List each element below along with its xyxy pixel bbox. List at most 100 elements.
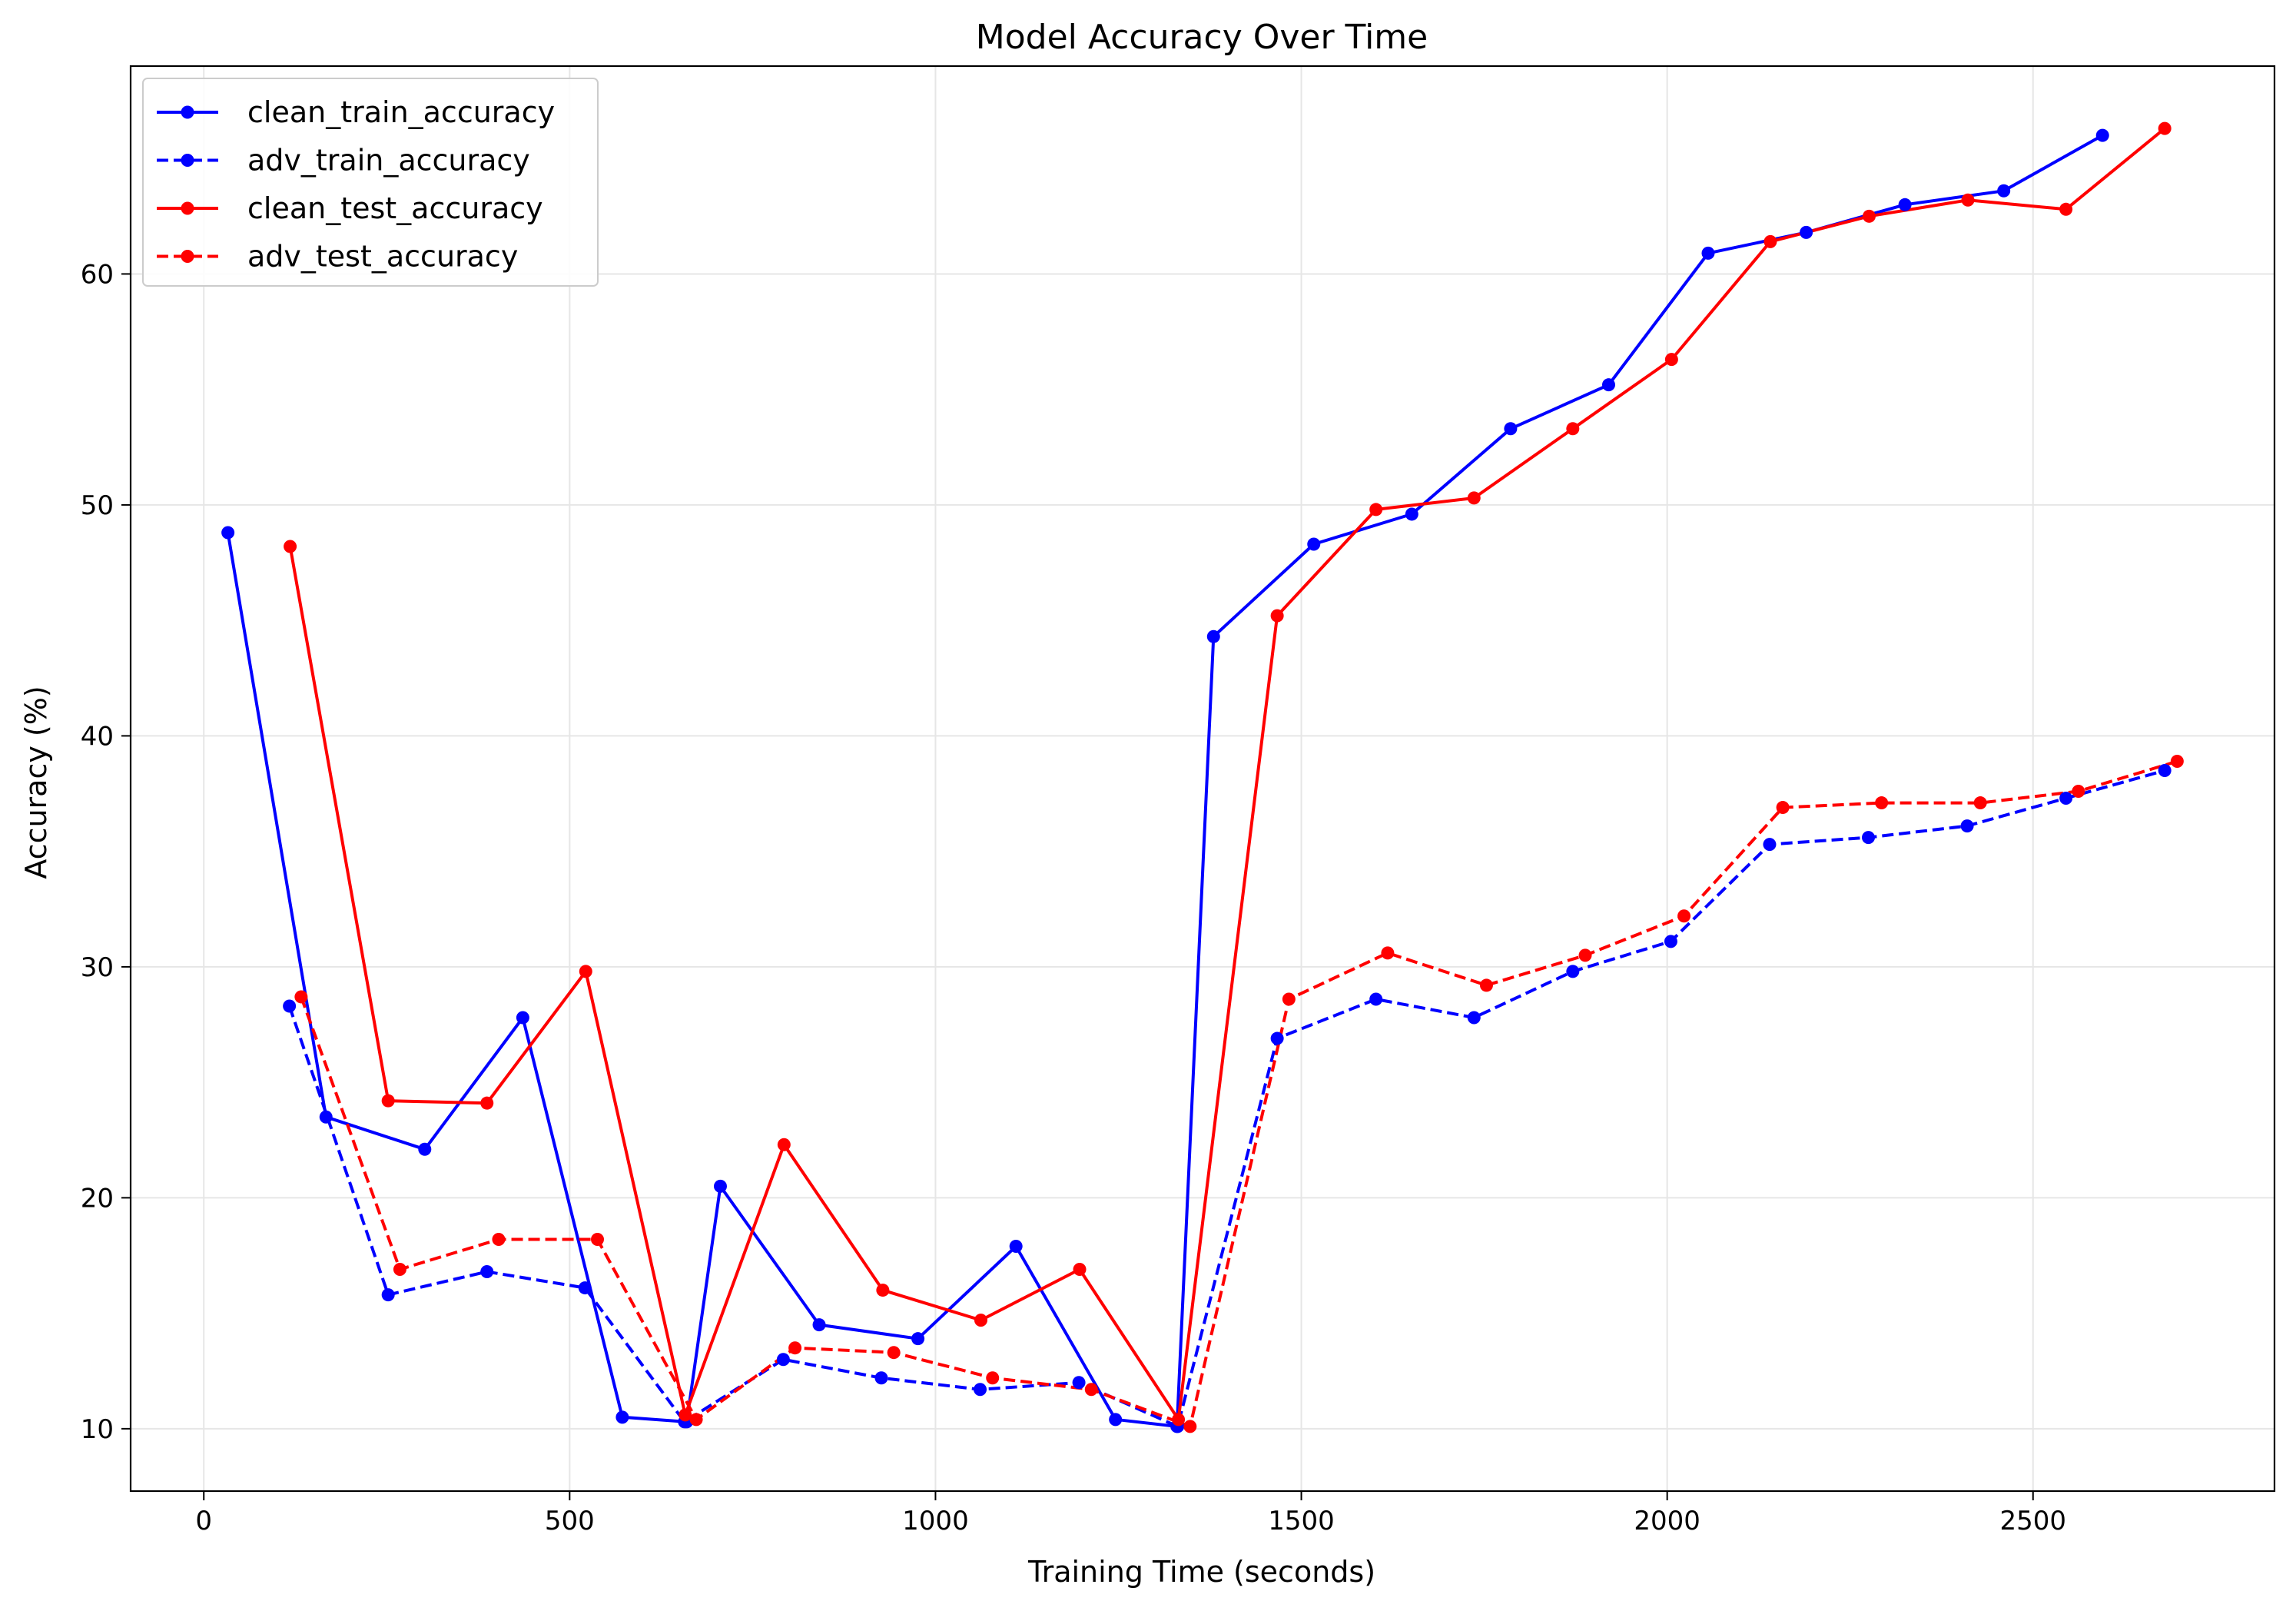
data-point-clean_train_accuracy bbox=[221, 526, 235, 540]
data-point-clean_test_accuracy bbox=[777, 1138, 791, 1151]
data-point-adv_test_accuracy bbox=[1973, 796, 1987, 810]
data-point-clean_test_accuracy bbox=[284, 540, 297, 553]
data-point-clean_train_accuracy bbox=[1898, 198, 1912, 211]
data-point-clean_test_accuracy bbox=[1566, 422, 1580, 436]
series-line-clean_test_accuracy bbox=[288, 127, 2166, 1421]
y-tick-label: 50 bbox=[81, 490, 114, 521]
legend-label-adv_train_accuracy: adv_train_accuracy bbox=[247, 144, 530, 178]
series-line-adv_test_accuracy bbox=[300, 759, 2178, 1428]
legend-marker-clean_test_accuracy bbox=[181, 201, 194, 215]
data-point-adv_train_accuracy bbox=[381, 1288, 395, 1302]
data-point-clean_train_accuracy bbox=[319, 1110, 333, 1124]
data-point-adv_test_accuracy bbox=[591, 1232, 605, 1246]
grid-lines bbox=[131, 66, 2274, 1491]
data-point-clean_test_accuracy bbox=[1172, 1413, 1186, 1427]
data-point-adv_train_accuracy bbox=[1566, 965, 1580, 978]
data-point-adv_test_accuracy bbox=[1183, 1420, 1197, 1433]
legend-box bbox=[142, 78, 599, 287]
data-point-adv_test_accuracy bbox=[788, 1341, 802, 1355]
data-point-clean_train_accuracy bbox=[1009, 1239, 1023, 1253]
data-point-adv_test_accuracy bbox=[1479, 978, 1493, 992]
data-point-clean_test_accuracy bbox=[1073, 1263, 1087, 1277]
data-point-clean_test_accuracy bbox=[1763, 234, 1777, 248]
legend-label-adv_test_accuracy: adv_test_accuracy bbox=[247, 240, 518, 274]
data-point-adv_test_accuracy bbox=[1282, 992, 1296, 1006]
data-point-clean_test_accuracy bbox=[1664, 353, 1678, 367]
data-point-clean_train_accuracy bbox=[911, 1332, 925, 1346]
y-tick-label: 30 bbox=[81, 952, 114, 983]
data-point-adv_test_accuracy bbox=[1381, 946, 1395, 960]
data-point-clean_test_accuracy bbox=[1369, 503, 1383, 517]
data-point-clean_train_accuracy bbox=[516, 1011, 529, 1025]
data-point-adv_train_accuracy bbox=[1467, 1011, 1481, 1025]
legend-label-clean_train_accuracy: clean_train_accuracy bbox=[247, 95, 555, 129]
data-point-adv_train_accuracy bbox=[578, 1281, 592, 1295]
data-point-clean_train_accuracy bbox=[1206, 629, 1220, 643]
x-tick-label: 0 bbox=[195, 1506, 212, 1536]
x-tick-label: 500 bbox=[545, 1506, 595, 1536]
data-point-adv_test_accuracy bbox=[1578, 948, 1592, 962]
y-tick-label: 20 bbox=[81, 1183, 114, 1214]
data-point-adv_train_accuracy bbox=[2059, 792, 2073, 806]
data-point-adv_train_accuracy bbox=[1664, 935, 1677, 948]
data-point-adv_train_accuracy bbox=[2158, 763, 2172, 777]
data-point-adv_train_accuracy bbox=[974, 1383, 987, 1397]
data-point-adv_train_accuracy bbox=[1763, 838, 1777, 852]
data-point-adv_train_accuracy bbox=[283, 999, 297, 1013]
data-point-adv_test_accuracy bbox=[492, 1232, 506, 1246]
x-axis-label: Training Time (seconds) bbox=[1027, 1555, 1375, 1589]
data-point-adv_test_accuracy bbox=[2170, 754, 2184, 768]
y-tick-label: 60 bbox=[81, 259, 114, 290]
data-point-adv_train_accuracy bbox=[1862, 831, 1876, 845]
legend-marker-clean_train_accuracy bbox=[181, 105, 194, 119]
data-point-clean_test_accuracy bbox=[480, 1096, 494, 1110]
data-point-clean_test_accuracy bbox=[679, 1408, 692, 1422]
data-point-clean_train_accuracy bbox=[713, 1179, 727, 1193]
data-point-adv_test_accuracy bbox=[1875, 796, 1889, 810]
x-tick-label: 2500 bbox=[2000, 1506, 2067, 1536]
data-point-clean_train_accuracy bbox=[812, 1318, 826, 1332]
series-line-adv_train_accuracy bbox=[287, 769, 2165, 1428]
data-point-clean_train_accuracy bbox=[1504, 422, 1518, 436]
data-point-clean_test_accuracy bbox=[1862, 209, 1876, 223]
plot-area-frame bbox=[129, 65, 2276, 1493]
chart-title: Model Accuracy Over Time bbox=[976, 18, 1428, 57]
data-point-adv_test_accuracy bbox=[1776, 801, 1790, 815]
data-point-clean_train_accuracy bbox=[1601, 378, 1615, 392]
data-point-adv_train_accuracy bbox=[1072, 1376, 1086, 1390]
y-tick-label: 10 bbox=[81, 1414, 114, 1445]
series-line-clean_train_accuracy bbox=[226, 134, 2104, 1428]
data-point-clean_train_accuracy bbox=[2095, 128, 2109, 142]
data-point-clean_test_accuracy bbox=[2158, 121, 2172, 135]
data-point-clean_train_accuracy bbox=[1701, 246, 1715, 260]
data-point-clean_test_accuracy bbox=[381, 1094, 395, 1108]
x-tick-label: 1500 bbox=[1268, 1506, 1335, 1536]
data-point-clean_test_accuracy bbox=[1270, 609, 1284, 623]
data-point-adv_test_accuracy bbox=[393, 1263, 406, 1277]
data-point-clean_test_accuracy bbox=[2059, 202, 2073, 216]
data-point-adv_test_accuracy bbox=[294, 990, 308, 1004]
data-point-adv_train_accuracy bbox=[776, 1353, 790, 1367]
x-tick-label: 1000 bbox=[902, 1506, 969, 1536]
data-point-clean_train_accuracy bbox=[1109, 1413, 1123, 1427]
data-point-clean_train_accuracy bbox=[615, 1410, 629, 1424]
data-point-clean_train_accuracy bbox=[1405, 507, 1418, 521]
data-point-clean_test_accuracy bbox=[974, 1314, 987, 1327]
data-point-clean_train_accuracy bbox=[1800, 225, 1813, 239]
data-point-clean_test_accuracy bbox=[1467, 491, 1481, 505]
data-point-clean_train_accuracy bbox=[1307, 537, 1321, 551]
data-point-adv_test_accuracy bbox=[1677, 909, 1691, 923]
data-point-clean_train_accuracy bbox=[1997, 184, 2011, 198]
data-point-clean_test_accuracy bbox=[1961, 193, 1975, 207]
legend-marker-adv_test_accuracy bbox=[181, 250, 194, 263]
data-point-adv_train_accuracy bbox=[874, 1371, 888, 1385]
legend: clean_train_accuracy adv_train_accuracycl… bbox=[142, 78, 599, 287]
data-point-adv_train_accuracy bbox=[1270, 1031, 1284, 1045]
data-point-clean_test_accuracy bbox=[579, 965, 592, 978]
series-markers bbox=[221, 121, 2184, 1433]
data-point-adv_test_accuracy bbox=[1084, 1383, 1098, 1397]
data-point-adv_test_accuracy bbox=[689, 1413, 703, 1427]
y-tick-label: 40 bbox=[81, 721, 114, 752]
legend-label-clean_test_accuracy: clean_test_accuracy bbox=[247, 191, 543, 225]
